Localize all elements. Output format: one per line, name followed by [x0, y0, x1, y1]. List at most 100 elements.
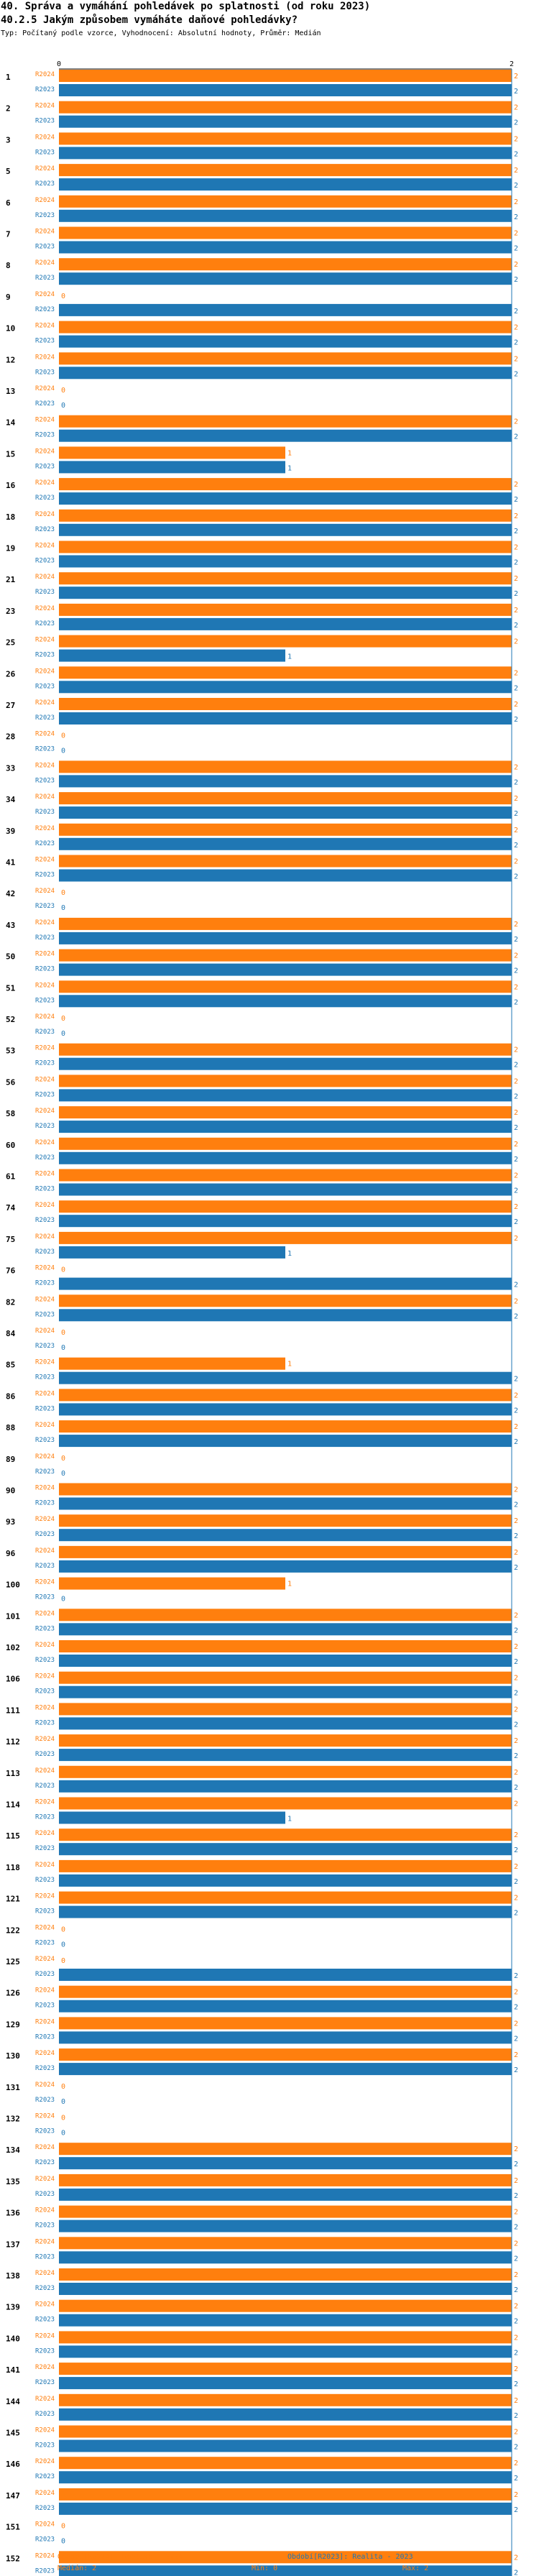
category-label: 122 — [6, 1926, 20, 1935]
value-label-r2023: 2 — [514, 2444, 518, 2452]
bar-r2024 — [59, 2488, 512, 2501]
value-label-r2024: 2 — [514, 2397, 518, 2405]
category-label: 61 — [6, 1172, 16, 1182]
bar-r2024 — [59, 1828, 512, 1841]
bar-r2024 — [59, 1671, 512, 1684]
value-label-r2024: 2 — [514, 2460, 518, 2467]
value-label-r2024: 2 — [514, 355, 518, 363]
series-label-r2024: R2024 — [35, 448, 55, 455]
legend-r2023: Období[R2023]: Realita - 2023 — [287, 2553, 413, 2561]
bar-r2024 — [59, 2331, 512, 2344]
bar-r2024 — [59, 949, 512, 962]
series-label-r2024: R2024 — [35, 1233, 55, 1241]
bar-r2024 — [59, 2143, 512, 2156]
category-label: 112 — [6, 1737, 20, 1747]
value-label-r2024: 2 — [514, 2429, 518, 2437]
category-label: 141 — [6, 2365, 20, 2375]
category-label: 88 — [6, 1423, 15, 1432]
series-label-r2024: R2024 — [35, 2427, 55, 2434]
value-label-r2024: 2 — [514, 983, 518, 991]
value-label-r2024: 2 — [514, 1077, 518, 1085]
value-label-r2023: 2 — [514, 528, 518, 535]
bar-r2023 — [59, 681, 512, 694]
category-label: 8 — [6, 261, 11, 270]
value-label-r2023: 2 — [514, 1564, 518, 1572]
series-label-r2024: R2024 — [35, 2521, 55, 2529]
value-label-r2024: 2 — [514, 2334, 518, 2342]
value-label-r2023: 2 — [514, 873, 518, 881]
value-label-r2024: 2 — [514, 1517, 518, 1525]
value-label-r2023: 2 — [514, 2224, 518, 2232]
series-label-r2023: R2023 — [35, 2473, 55, 2480]
bar-r2023 — [59, 2314, 512, 2327]
category-label: 53 — [6, 1046, 15, 1056]
value-label-r2023: 2 — [514, 2475, 518, 2483]
series-label-r2024: R2024 — [35, 2332, 55, 2340]
value-label-r2024: 2 — [514, 481, 518, 489]
series-label-r2023: R2023 — [35, 1405, 55, 1412]
value-label-r2024: 2 — [514, 952, 518, 960]
category-label: 144 — [6, 2397, 20, 2406]
bar-r2024 — [59, 1075, 512, 1087]
series-label-r2023: R2023 — [35, 212, 55, 219]
bar-r2024 — [59, 1797, 512, 1810]
series-label-r2024: R2024 — [35, 2144, 55, 2151]
category-label: 130 — [6, 2051, 20, 2061]
value-label-r2023: 1 — [287, 464, 292, 472]
bar-r2024 — [59, 1577, 285, 1590]
value-label-r2023: 1 — [287, 1816, 292, 1823]
bar-r2024 — [59, 509, 512, 522]
series-label-r2023: R2023 — [35, 2285, 55, 2292]
value-label-r2023: 2 — [514, 2318, 518, 2326]
series-label-r2024: R2024 — [35, 919, 55, 926]
category-label: 145 — [6, 2429, 20, 2438]
category-label: 41 — [6, 858, 16, 868]
series-label-r2023: R2023 — [35, 2065, 55, 2072]
series-label-r2024: R2024 — [35, 1516, 55, 1523]
value-label-r2023: 2 — [514, 213, 518, 221]
bar-r2023 — [59, 523, 512, 536]
bar-r2024 — [59, 1765, 512, 1778]
bar-r2024 — [59, 823, 512, 836]
value-label-r2024: 2 — [514, 1989, 518, 1997]
value-label-r2023: 2 — [514, 967, 518, 975]
series-label-r2023: R2023 — [35, 934, 55, 942]
bar-r2023 — [59, 1623, 512, 1636]
series-label-r2023: R2023 — [35, 652, 55, 659]
value-label-r2023: 2 — [514, 2569, 518, 2576]
category-label: 85 — [6, 1361, 15, 1370]
category-label: 76 — [6, 1266, 16, 1276]
series-label-r2023: R2023 — [35, 2536, 55, 2544]
bar-r2023 — [59, 1843, 512, 1856]
bar-r2023 — [59, 2471, 512, 2484]
category-label: 134 — [6, 2145, 20, 2155]
series-label-r2024: R2024 — [35, 165, 55, 172]
value-label-r2024: 2 — [514, 575, 518, 583]
bar-r2023 — [59, 2220, 512, 2232]
value-label-r2023: 2 — [514, 590, 518, 598]
value-label-r2024: 2 — [514, 2051, 518, 2059]
value-label-r2023: 2 — [514, 2066, 518, 2074]
category-label: 13 — [6, 387, 15, 396]
value-label-r2023: 2 — [514, 1282, 518, 1289]
series-label-r2024: R2024 — [35, 762, 55, 769]
value-label-r2024: 2 — [514, 1046, 518, 1054]
value-label-r2024: 2 — [514, 135, 518, 143]
category-label: 118 — [6, 1863, 20, 1872]
value-label-r2024: 0 — [61, 889, 65, 897]
series-label-r2023: R2023 — [35, 494, 55, 502]
value-label-r2023: 2 — [514, 936, 518, 944]
category-label: 7 — [6, 230, 11, 239]
series-label-r2024: R2024 — [35, 731, 55, 738]
category-label: 60 — [6, 1141, 15, 1150]
x-tick-label: 0 — [57, 60, 61, 68]
value-label-r2023: 2 — [514, 2286, 518, 2294]
series-label-r2024: R2024 — [35, 605, 55, 612]
value-label-r2024: 2 — [514, 1863, 518, 1871]
bar-r2023 — [59, 1717, 512, 1730]
series-label-r2023: R2023 — [35, 1437, 55, 1444]
value-label-r2024: 2 — [514, 544, 518, 552]
series-label-r2023: R2023 — [35, 306, 55, 313]
category-label: 131 — [6, 2083, 20, 2092]
value-label-r2024: 0 — [61, 732, 65, 740]
